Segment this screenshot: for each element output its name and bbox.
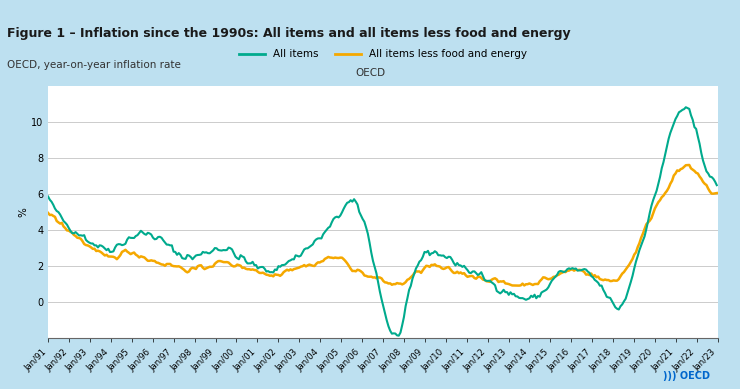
Y-axis label: %: % — [18, 207, 28, 217]
Text: OECD: OECD — [355, 68, 385, 78]
Text: OECD, year-on-year inflation rate: OECD, year-on-year inflation rate — [7, 60, 181, 70]
Text: ))) OECD: ))) OECD — [663, 371, 710, 381]
Text: Figure 1 – Inflation since the 1990s: All items and all items less food and ener: Figure 1 – Inflation since the 1990s: Al… — [7, 27, 571, 40]
Legend: All items, All items less food and energy: All items, All items less food and energ… — [235, 45, 531, 64]
